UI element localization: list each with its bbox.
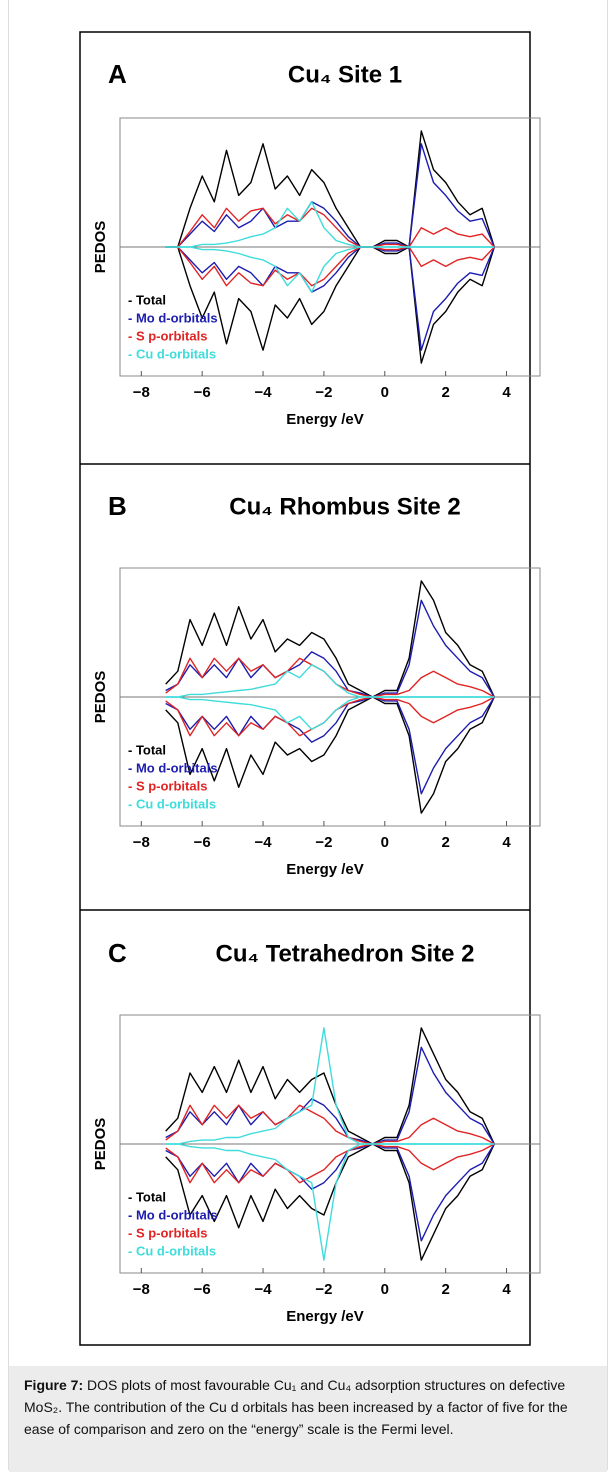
legend-entry: - Mo d-orbitals [128,760,218,775]
spin-up-line [165,696,495,814]
x-tick-label: −2 [315,384,332,401]
spin-up-line [165,246,495,351]
legend-entry: - Mo d-orbitals [128,1207,218,1222]
y-axis-label: PEDOS [92,671,109,724]
legend-entry: - Mo d-orbitals [128,310,218,325]
x-tick-label: 2 [441,384,449,401]
spin-up-line [165,246,495,287]
caption-label: Figure 7: [24,1377,84,1393]
legend-entry: - S p-orbitals [128,328,207,343]
spin-up-line [165,1143,495,1261]
x-tick-label: −6 [194,834,211,851]
x-tick-label: −4 [254,1281,272,1298]
x-tick-label: −8 [133,384,150,401]
legend-entry: - Total [128,292,166,307]
legend-entry: - Total [128,742,166,757]
y-axis-label: PEDOS [92,1118,109,1171]
panel-label: C [108,938,127,968]
spin-down-line [165,207,495,248]
x-tick-label: 2 [441,1281,449,1298]
legend-entry: - S p-orbitals [128,778,207,793]
x-tick-label: 0 [381,384,389,401]
panel-label: B [108,491,127,521]
chart-title: Cu₄ Site 1 [288,61,402,88]
x-tick-label: −6 [194,1281,211,1298]
spin-down-line [165,1046,495,1145]
x-tick-label: −8 [133,1281,150,1298]
figure-box [79,31,531,1346]
x-tick-label: 2 [441,834,449,851]
x-tick-label: 4 [502,384,511,401]
y-axis-label: PEDOS [92,221,109,274]
spin-down-line [165,599,495,698]
x-axis-label: Energy /eV [286,411,364,428]
x-tick-label: −4 [254,834,272,851]
spin-up-line [165,1143,495,1184]
x-tick-label: 4 [502,834,511,851]
legend-entry: - Cu d-orbitals [128,796,216,811]
spin-up-line [165,246,495,364]
spin-up-line [165,696,495,795]
x-tick-label: −4 [254,384,272,401]
chart-title: Cu₄ Rhombus Site 2 [229,493,460,520]
x-tick-label: 0 [381,1281,389,1298]
x-tick-label: −8 [133,834,150,851]
x-tick-label: 4 [502,1281,511,1298]
spin-down-line [165,1027,495,1145]
caption: Figure 7: DOS plots of most favourable C… [9,1366,607,1472]
spin-down-line [165,1104,495,1145]
legend-entry: - Total [128,1189,166,1204]
spin-down-line [165,1027,495,1145]
x-tick-label: −2 [315,1281,332,1298]
x-axis-label: Energy /eV [286,1308,364,1325]
chart-title: Cu₄ Tetrahedron Site 2 [215,940,474,967]
legend-entry: - Cu d-orbitals [128,346,216,361]
legend-entry: - S p-orbitals [128,1225,207,1240]
x-tick-label: 0 [381,834,389,851]
figure: A Cu₄ Site 1 −8 −6 −4 −2 0 2 4 Energy /eV PEDOS - T… [79,31,541,1346]
legend-entry: - Cu d-orbitals [128,1243,216,1258]
spin-up-line [165,1143,495,1242]
figure-frame [8,0,608,1470]
spin-down-line [165,143,495,248]
spin-down-line [165,201,495,248]
x-tick-label: −6 [194,384,211,401]
x-tick-label: −2 [315,834,332,851]
panel-label: A [108,59,127,89]
spin-down-line [165,580,495,698]
caption-text: DOS plots of most favourable Cu₁ and Cu₄… [24,1377,568,1437]
x-axis-label: Energy /eV [286,861,364,878]
spin-down-line [165,664,495,698]
spin-down-line [165,130,495,248]
